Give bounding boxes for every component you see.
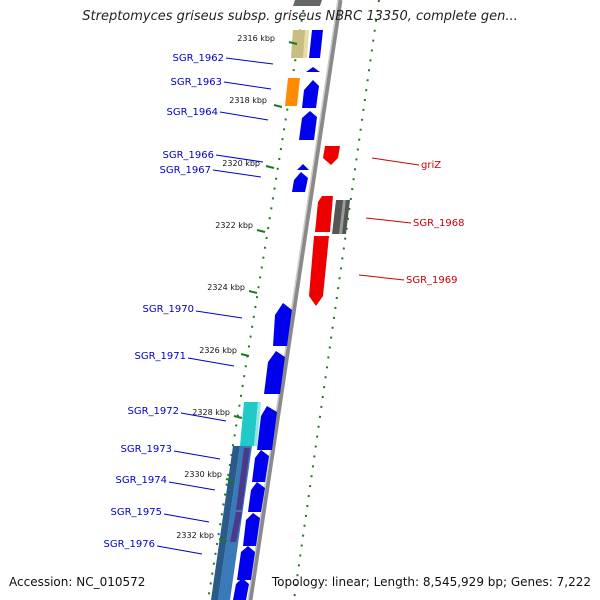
gene-leader-line xyxy=(187,357,235,367)
ruler-label: 2330 kbp xyxy=(184,470,222,479)
gene-block xyxy=(293,0,322,6)
ruler-label: 2328 kbp xyxy=(192,408,230,417)
right-scale-track xyxy=(293,0,380,600)
gene-leader-line xyxy=(358,274,405,281)
page-title: Streptomyces griseus subsp. griseus NBRC… xyxy=(82,9,518,24)
gene-label[interactable]: SGR_1976 xyxy=(104,539,156,550)
gene-block xyxy=(285,78,300,106)
gene-leader-line xyxy=(225,57,274,65)
gene-block xyxy=(240,402,258,446)
gene-leader-line xyxy=(173,450,221,460)
gene-block xyxy=(302,80,319,108)
gene-block xyxy=(273,303,292,346)
accession-text: Accession: NC_010572 xyxy=(9,575,146,589)
ruler-label: 2324 kbp xyxy=(207,283,245,292)
gene-leader-line xyxy=(168,481,216,491)
ruler-tick xyxy=(240,353,250,357)
gene-label[interactable]: griZ xyxy=(421,160,441,171)
topology-text: Topology: linear; Length: 8,545,929 bp; … xyxy=(271,575,591,589)
gene-block xyxy=(309,30,323,58)
gene-block xyxy=(248,482,265,512)
gene-block xyxy=(243,513,260,546)
ruler-tick xyxy=(225,478,235,482)
gene-leader-line xyxy=(223,81,272,90)
gene-label[interactable]: SGR_1966 xyxy=(163,150,215,161)
gene-leader-line xyxy=(371,157,420,166)
ruler-tick xyxy=(233,415,243,419)
gene-block xyxy=(252,450,269,482)
gene-block xyxy=(303,30,309,58)
gene-block xyxy=(254,402,261,446)
ruler-tick xyxy=(265,165,275,169)
gene-label[interactable]: SGR_1972 xyxy=(128,406,180,417)
gene-label[interactable]: SGR_1962 xyxy=(173,53,225,64)
gene-block xyxy=(257,406,277,450)
gene-block xyxy=(292,172,308,192)
gene-label[interactable]: SGR_1969 xyxy=(406,275,458,286)
ruler-tick xyxy=(256,229,266,233)
gene-leader-line xyxy=(212,169,262,178)
gene-label[interactable]: SGR_1975 xyxy=(111,507,163,518)
ruler-label: 2326 kbp xyxy=(199,346,237,355)
ruler-label: 2320 kbp xyxy=(222,159,260,168)
gene-block xyxy=(315,196,333,232)
gene-block xyxy=(291,30,306,58)
gene-block xyxy=(299,111,317,140)
gene-block xyxy=(306,67,320,72)
gene-block xyxy=(264,351,285,394)
ruler-label: 2316 kbp xyxy=(237,34,275,43)
ruler-tick xyxy=(218,538,228,542)
gene-leader-line xyxy=(365,217,412,224)
ruler-label: 2332 kbp xyxy=(176,531,214,540)
gene-leader-line xyxy=(180,412,227,422)
gene-label[interactable]: SGR_1974 xyxy=(116,475,168,486)
gene-leader-line xyxy=(163,513,210,523)
gene-label[interactable]: SGR_1968 xyxy=(413,218,465,229)
gene-labels: SGR_1962 SGR_1963 SGR_1964 SGR_1966 SGR_1967… xyxy=(104,53,465,555)
gene-block xyxy=(309,236,329,306)
gene-label[interactable]: SGR_1970 xyxy=(143,304,195,315)
chromosome-backbone xyxy=(247,0,343,600)
gene-label[interactable]: SGR_1967 xyxy=(160,165,212,176)
gene-leader-line xyxy=(195,310,243,319)
gene-block xyxy=(339,200,346,234)
gene-block xyxy=(237,546,255,580)
gene-label[interactable]: SGR_1973 xyxy=(121,444,173,455)
gene-leader-line xyxy=(215,154,264,163)
gene-block xyxy=(297,164,309,170)
ruler-tick xyxy=(248,290,258,294)
ruler-tick xyxy=(288,41,298,45)
gene-leader-line xyxy=(219,111,269,121)
gene-block xyxy=(236,448,250,510)
gene-leader-line xyxy=(156,545,203,555)
gene-block xyxy=(233,578,249,600)
gene-block xyxy=(230,512,242,542)
ruler-tick xyxy=(273,104,283,108)
gene-label[interactable]: SGR_1971 xyxy=(135,351,187,362)
gene-label[interactable]: SGR_1964 xyxy=(167,107,219,118)
gene-blocks xyxy=(211,0,350,600)
gene-label[interactable]: SGR_1963 xyxy=(171,77,223,88)
ruler-label: 2322 kbp xyxy=(215,221,253,230)
ruler-label: 2318 kbp xyxy=(229,96,267,105)
gene-block xyxy=(211,446,240,600)
ruler: 2316 kbp 2318 kbp 2320 kbp 2322 kbp 2324 kbp… xyxy=(176,34,298,542)
gene-block xyxy=(323,146,340,165)
